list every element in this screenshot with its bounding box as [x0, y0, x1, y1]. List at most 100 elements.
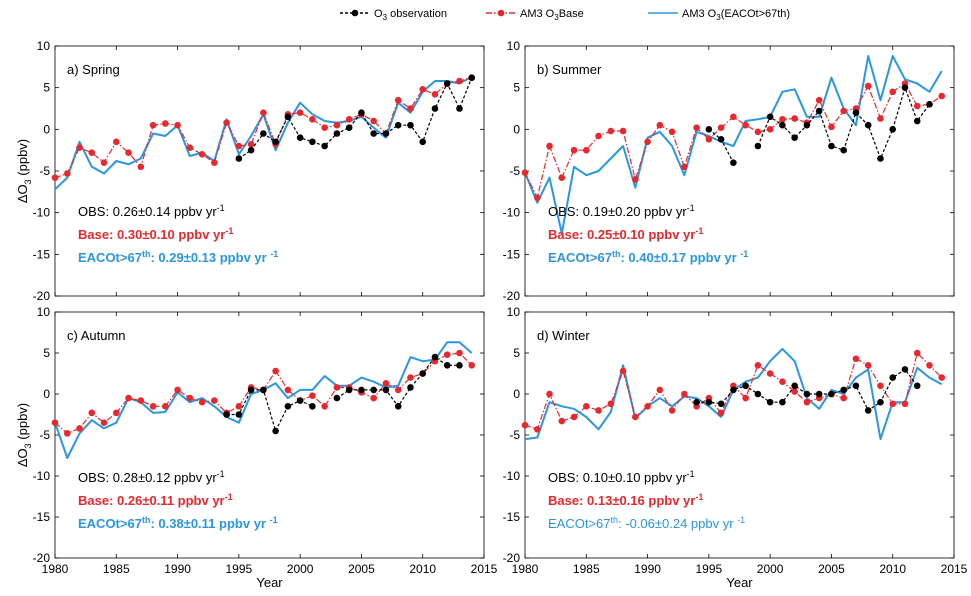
x-axis-label: Year: [256, 575, 283, 590]
data-point-obs: [803, 390, 811, 398]
data-point-base: [174, 386, 181, 394]
data-point-obs: [840, 146, 847, 154]
data-point-obs: [235, 411, 243, 418]
data-point-base: [186, 394, 194, 402]
data-point-obs: [284, 403, 292, 410]
panel-title: c) Autumn: [67, 328, 126, 343]
data-point-obs: [333, 394, 341, 402]
data-point-base: [644, 138, 651, 146]
stat-eaco: EACOt>67th: 0.38±0.11 ppbv yr -1: [78, 515, 278, 531]
data-point-obs: [791, 134, 798, 141]
data-point-base: [125, 149, 132, 156]
data-point-obs: [431, 105, 439, 112]
y-tick-label: -5: [39, 428, 50, 442]
data-point-obs: [901, 366, 909, 373]
data-point-obs: [419, 370, 427, 377]
x-tick-label: 1980: [42, 562, 69, 576]
data-point-base: [407, 374, 414, 381]
data-point-base: [345, 116, 353, 123]
data-point-base: [558, 417, 566, 425]
panel-1: -20 -15 -10 -5 0 5 10 ΔO3 (ppbv) a) Spring OBS: 0…: [15, 39, 485, 303]
y-axis-label: ΔO3 (ppbv): [15, 403, 33, 467]
data-point-base: [926, 362, 933, 369]
data-point-base: [162, 403, 169, 410]
data-point-base: [407, 105, 414, 112]
data-point-base: [815, 96, 823, 104]
data-point-obs: [742, 382, 749, 390]
panel-title: b) Summer: [537, 62, 602, 77]
x-tick-label: 1985: [573, 562, 600, 576]
data-point-base: [223, 119, 230, 126]
data-point-base: [456, 349, 463, 357]
y-tick-label: -20: [503, 551, 521, 565]
x-tick-label: 1980: [512, 562, 539, 576]
data-point-obs: [889, 126, 897, 133]
y-tick-label: -5: [39, 164, 50, 178]
data-point-obs: [717, 400, 725, 408]
y-tick-label: -20: [503, 289, 521, 303]
y-tick-label: -5: [509, 164, 520, 178]
data-point-base: [913, 349, 921, 357]
stat-base: Base: 0.30±0.10 ppbv yr-1: [78, 226, 233, 242]
data-point-obs: [864, 121, 872, 129]
y-tick-label: 10: [37, 39, 51, 53]
x-tick-label: 2005: [348, 562, 375, 576]
legend-entry-obs: O3 observation: [340, 8, 447, 22]
data-point-base: [198, 398, 206, 406]
data-point-base: [260, 109, 267, 116]
data-point-base: [100, 159, 108, 166]
data-point-base: [333, 384, 341, 391]
data-point-base: [394, 96, 402, 104]
data-point-base: [619, 127, 627, 135]
data-point-base: [63, 430, 71, 437]
data-point-obs: [247, 146, 255, 154]
data-point-obs: [852, 109, 860, 116]
data-point-base: [803, 398, 811, 406]
data-point-base: [889, 88, 897, 96]
data-point-obs: [766, 113, 774, 121]
x-tick-label: 2000: [287, 562, 314, 576]
data-point-obs: [247, 386, 255, 394]
x-tick-label: 1990: [634, 562, 661, 576]
data-point-obs: [840, 386, 847, 394]
y-tick-label: 0: [513, 122, 520, 136]
data-point-base: [913, 102, 921, 110]
data-point-obs: [926, 101, 933, 108]
data-point-obs: [717, 136, 725, 143]
series-line-obs: [226, 389, 313, 432]
data-point-base: [394, 386, 402, 394]
data-point-base: [272, 367, 279, 375]
y-tick-label: 0: [43, 387, 50, 401]
data-point-obs: [370, 130, 377, 137]
data-point-base: [840, 107, 847, 115]
data-point-obs: [260, 386, 267, 394]
panel-4: -20 -15 -10 -5 0 5 10 1980 1985 1990 1995 2000 2005 2…: [503, 305, 968, 590]
data-point-obs: [468, 74, 476, 81]
data-point-base: [63, 170, 71, 177]
data-point-base: [717, 409, 725, 417]
y-tick-label: 0: [43, 122, 50, 136]
data-point-base: [766, 370, 774, 377]
data-point-base: [681, 390, 688, 398]
data-point-obs: [901, 84, 909, 91]
x-tick-label: 1990: [164, 562, 191, 576]
legend-label-base: AM3 O3Base: [520, 8, 584, 22]
data-point-base: [840, 394, 847, 402]
stat-eaco: EACOt>67th: -0.06±0.24 ppbv yr -1: [548, 515, 745, 531]
data-point-obs: [345, 124, 353, 131]
data-point-obs: [693, 398, 700, 406]
data-point-obs: [754, 390, 762, 398]
data-point-base: [247, 141, 255, 148]
data-point-base: [668, 407, 676, 414]
data-point-base: [112, 138, 120, 146]
data-point-obs: [296, 397, 304, 404]
y-tick-label: 10: [37, 305, 51, 319]
series-line-base: [54, 77, 472, 179]
data-point-base: [211, 397, 218, 404]
y-tick-label: -20: [33, 551, 51, 565]
stat-obs: OBS: 0.28±0.12 ppbv yr-1: [78, 469, 225, 485]
y-tick-label: -15: [33, 510, 51, 524]
data-point-obs: [235, 155, 243, 162]
data-point-base: [632, 176, 639, 183]
data-point-obs: [431, 353, 439, 361]
